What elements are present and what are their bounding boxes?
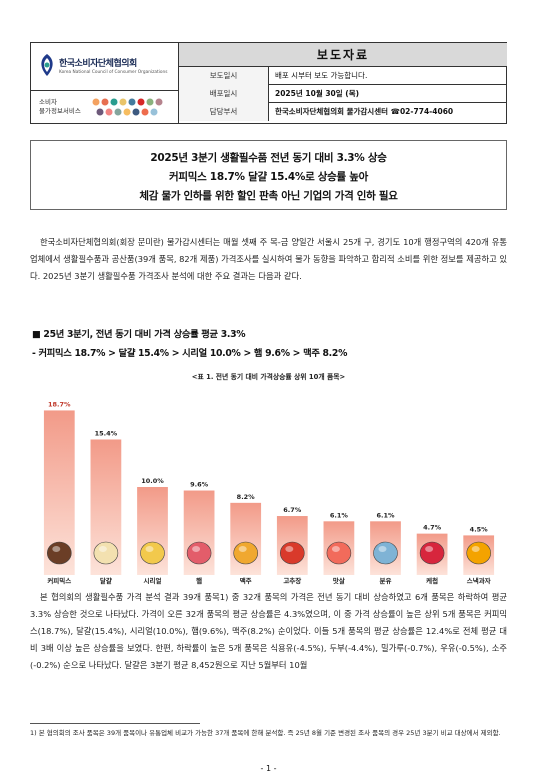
category-label: 시리얼 [144, 576, 162, 585]
header-row-distribution: 배포일시 2025년 10월 30일 (목) [179, 85, 507, 103]
product-icon-3 [186, 541, 212, 565]
bar-value-label: 10.0% [141, 477, 164, 485]
service-logo-icon [92, 98, 163, 116]
bar-value-label: 9.6% [190, 481, 209, 489]
headline-line-2: 커피믹스 18.7% 달걀 15.4%로 상승률 높아 [169, 171, 368, 183]
bar-value-label: 6.1% [376, 511, 395, 519]
bar-value-label: 4.7% [423, 524, 442, 532]
header-row-label: 담당부서 [179, 103, 269, 121]
category-label: 달걀 [100, 576, 112, 585]
page-number: - 1 - [260, 764, 277, 773]
product-icon-0 [46, 541, 72, 565]
section-subheading: - 커피믹스 18.7% > 달걀 15.4% > 시리얼 10.0% > 햄 … [32, 348, 348, 359]
category-label: 햄 [196, 576, 202, 585]
bar-value-label: 6.7% [283, 506, 302, 514]
bar-value-label: 4.5% [470, 525, 489, 533]
header-row-label: 배포일시 [179, 85, 269, 103]
bar-value-label: 8.2% [237, 493, 256, 501]
service-row: 소비자 물가정보서비스 [31, 91, 178, 123]
product-icon-5 [279, 541, 305, 565]
category-label: 분유 [380, 576, 392, 585]
product-icon-2 [140, 541, 165, 565]
footnote: 1) 본 협의회의 조사 품목은 39개 품목이나 유통업체 비교가 가능한 3… [30, 729, 501, 737]
org-logo-icon [41, 54, 53, 76]
category-label: 맥주 [240, 576, 252, 585]
category-label: 케첩 [426, 576, 438, 585]
intro-paragraph: 한국소비자단체협의회(회장 문미란) 물가감시센터는 매월 셋째 주 목-금 양… [30, 237, 507, 281]
product-icon-6 [326, 541, 352, 565]
headline-line-1: 2025년 3분기 생활필수품 전년 동기 대비 3.3% 상승 [150, 152, 387, 164]
bar-value-label: 18.7% [48, 400, 71, 408]
service-name: 소비자 물가정보서비스 [39, 98, 81, 115]
org-block: 한국소비자단체협의회 Korea National Council of Con… [31, 43, 179, 123]
product-icon-9 [466, 541, 492, 565]
org-name: 한국소비자단체협의회 [59, 59, 137, 69]
product-icon-8 [419, 541, 445, 565]
headline-line-3: 체감 물가 인하를 위한 할인 판촉 아닌 기업의 가격 인하 필요 [139, 190, 398, 202]
header-row-value: 2025년 10월 30일 (목) [275, 89, 360, 98]
category-label: 맛살 [333, 576, 345, 585]
header-row-department: 담당부서 한국소비자단체협의회 물가감시센터 ☎02-774-4060 [179, 103, 507, 121]
doc-type-title: 보도자료 [179, 43, 507, 67]
category-label: 고추장 [283, 576, 301, 585]
header-row-release: 보도일시 배포 시부터 보도 가능합니다. [179, 67, 507, 85]
footnote-divider [30, 723, 200, 724]
org-logo-row: 한국소비자단체협의회 Korea National Council of Con… [31, 43, 178, 91]
price-increase-chart: 18.7% 커피믹스 15.4% 달걀 10.0% 시리얼 9.6% 햄 8.2% 맥주 6.7% 고… [43, 400, 495, 585]
org-name-en: Korea National Council of Consumer Organ… [59, 70, 168, 75]
body-paragraph: 본 협의회의 생활필수품 가격 분석 결과 39개 품목1) 중 32개 품목의… [30, 592, 507, 670]
header-row-label: 보도일시 [179, 67, 269, 85]
header-row-value: 배포 시부터 보도 가능합니다. [275, 71, 368, 80]
header-row-value: 한국소비자단체협의회 물가감시센터 ☎02-774-4060 [275, 107, 454, 116]
section-heading: ■ 25년 3분기, 전년 동기 대비 가격 상승률 평균 3.3% [32, 329, 246, 340]
figure-caption: <표 1. 전년 동기 대비 가격상승률 상위 10개 품목> [191, 373, 346, 381]
product-icon-1 [93, 541, 119, 565]
category-label: 커피믹스 [47, 576, 71, 585]
bar-value-label: 6.1% [330, 511, 349, 519]
press-header: 한국소비자단체협의회 Korea National Council of Con… [30, 42, 507, 124]
category-label: 스낵과자 [467, 576, 491, 585]
product-icon-7 [373, 541, 398, 565]
headline-box: 2025년 3분기 생활필수품 전년 동기 대비 3.3% 상승 커피믹스 18… [30, 140, 507, 210]
bar-value-label: 15.4% [95, 429, 118, 437]
product-icon-4 [233, 541, 258, 565]
